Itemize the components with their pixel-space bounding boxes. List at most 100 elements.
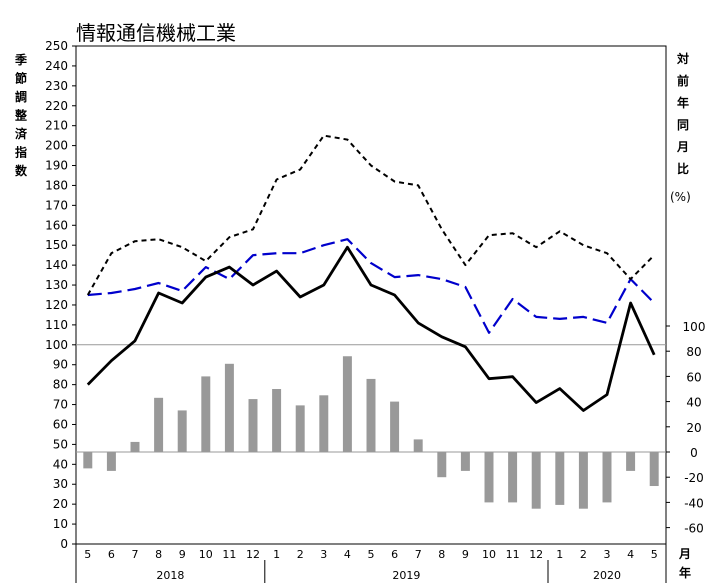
left-tick-label: 100 — [45, 338, 68, 352]
right-axis-unit: (%) — [670, 190, 691, 204]
yoy-bar — [555, 452, 565, 505]
x-tick-month: 5 — [368, 548, 375, 561]
x-tick-year: 2019 — [392, 569, 420, 582]
yoy-bar — [531, 452, 541, 509]
x-tick-year: 2018 — [156, 569, 184, 582]
x-tick-month: 11 — [506, 548, 520, 561]
right-tick-label: 0 — [690, 446, 698, 460]
x-tick-month: 10 — [482, 548, 496, 561]
x-tick-month: 6 — [108, 548, 115, 561]
x-tick-month: 2 — [297, 548, 304, 561]
left-tick-label: 150 — [45, 238, 68, 252]
right-tick-label: 60 — [686, 370, 701, 384]
x-tick-month: 8 — [438, 548, 445, 561]
plot-frame — [75, 45, 667, 545]
x-tick-month: 1 — [556, 548, 563, 561]
left-tick-label: 180 — [45, 178, 68, 192]
yoy-bar — [201, 376, 211, 452]
yoy-bar — [578, 452, 588, 509]
yoy-bar — [484, 452, 494, 503]
yoy-bar — [177, 410, 187, 452]
yoy-bar — [224, 363, 234, 452]
yoy-bar — [83, 452, 93, 469]
yoy-bar — [272, 389, 282, 452]
left-axis-label-char: 数 — [15, 163, 28, 178]
yoy-bar — [437, 452, 447, 478]
yoy-bar — [626, 452, 636, 471]
yoy-bar — [508, 452, 518, 503]
series-line-black-solid — [86, 245, 656, 412]
series-line-blue-dashed — [87, 238, 655, 334]
x-tick-month: 12 — [529, 548, 543, 561]
left-tick-label: 250 — [45, 39, 68, 53]
x-tick-month: 3 — [320, 548, 327, 561]
left-tick-label: 210 — [45, 119, 68, 133]
yoy-bar — [390, 401, 400, 452]
x-tick-month: 7 — [132, 548, 139, 561]
x-tick-month: 10 — [199, 548, 213, 561]
left-tick-label: 140 — [45, 258, 68, 272]
left-tick-label: 230 — [45, 79, 68, 93]
left-tick-label: 90 — [53, 358, 68, 372]
yoy-bar — [342, 356, 352, 452]
left-tick-label: 220 — [45, 99, 68, 113]
left-tick-label: 200 — [45, 139, 68, 153]
x-tick-month: 9 — [462, 548, 469, 561]
left-tick-label: 190 — [45, 159, 68, 173]
right-tick-label: -60 — [684, 522, 704, 536]
x-axis-label-char: 月 — [678, 547, 691, 561]
left-tick-label: 60 — [53, 417, 68, 431]
x-tick-month: 5 — [84, 548, 91, 561]
plot-area: 0102030405060708090100110120130140150160… — [45, 39, 705, 583]
left-tick-label: 130 — [45, 278, 68, 292]
x-tick-month: 1 — [273, 548, 280, 561]
series-line-black-dashed — [86, 134, 655, 296]
left-tick-label: 240 — [45, 59, 68, 73]
yoy-bar — [649, 452, 659, 487]
yoy-bar — [154, 397, 164, 452]
x-axis-label-char: 年 — [679, 565, 691, 580]
x-tick-month: 6 — [391, 548, 398, 561]
yoy-bar — [130, 441, 140, 452]
yoy-bar — [106, 452, 116, 471]
left-tick-label: 30 — [53, 477, 68, 491]
right-axis-label-char: 対 — [676, 51, 689, 66]
x-tick-month: 3 — [604, 548, 611, 561]
left-tick-label: 40 — [53, 457, 68, 471]
x-tick-month: 8 — [155, 548, 162, 561]
left-tick-label: 120 — [45, 298, 68, 312]
x-tick-month: 4 — [344, 548, 351, 561]
right-tick-label: 80 — [686, 345, 701, 359]
yoy-bar — [602, 452, 612, 503]
yoy-bar — [413, 439, 423, 452]
left-tick-label: 80 — [53, 378, 68, 392]
left-tick-label: 50 — [53, 437, 68, 451]
right-tick-label: -40 — [684, 496, 704, 510]
yoy-bar — [295, 405, 305, 452]
left-axis-label-char: 調 — [15, 89, 27, 104]
left-tick-label: 10 — [53, 517, 68, 531]
left-axis-label-char: 整 — [14, 108, 27, 123]
right-axis-label-char: 月 — [676, 140, 689, 154]
x-axis-label: 月年 — [678, 547, 691, 580]
left-axis-label-char: 季 — [14, 52, 28, 67]
right-tick-label: -20 — [684, 471, 704, 485]
x-tick-month: 7 — [415, 548, 422, 561]
left-tick-label: 110 — [45, 318, 68, 332]
right-tick-label: 100 — [683, 320, 706, 334]
yoy-bar — [319, 395, 329, 452]
left-tick-label: 0 — [60, 537, 68, 551]
yoy-bar — [248, 399, 258, 452]
x-tick-month: 4 — [627, 548, 634, 561]
left-tick-label: 170 — [45, 198, 68, 212]
x-tick-month: 12 — [246, 548, 260, 561]
right-axis-label-char: 前 — [677, 73, 689, 88]
right-axis-label-char: 同 — [677, 118, 689, 132]
left-tick-label: 160 — [45, 218, 68, 232]
left-axis-label-char: 節 — [15, 71, 27, 86]
left-axis-label-char: 済 — [15, 126, 28, 141]
right-axis-label-char: 比 — [677, 161, 689, 176]
left-tick-label: 70 — [53, 398, 68, 412]
x-tick-month: 11 — [222, 548, 236, 561]
